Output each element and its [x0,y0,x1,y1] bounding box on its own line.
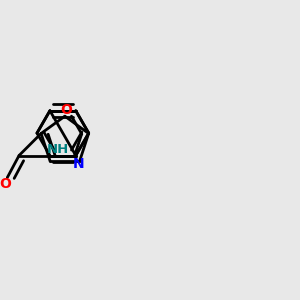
Text: N: N [73,157,85,171]
Text: O: O [0,177,11,191]
Text: NH: NH [47,142,69,155]
Text: O: O [60,103,72,117]
